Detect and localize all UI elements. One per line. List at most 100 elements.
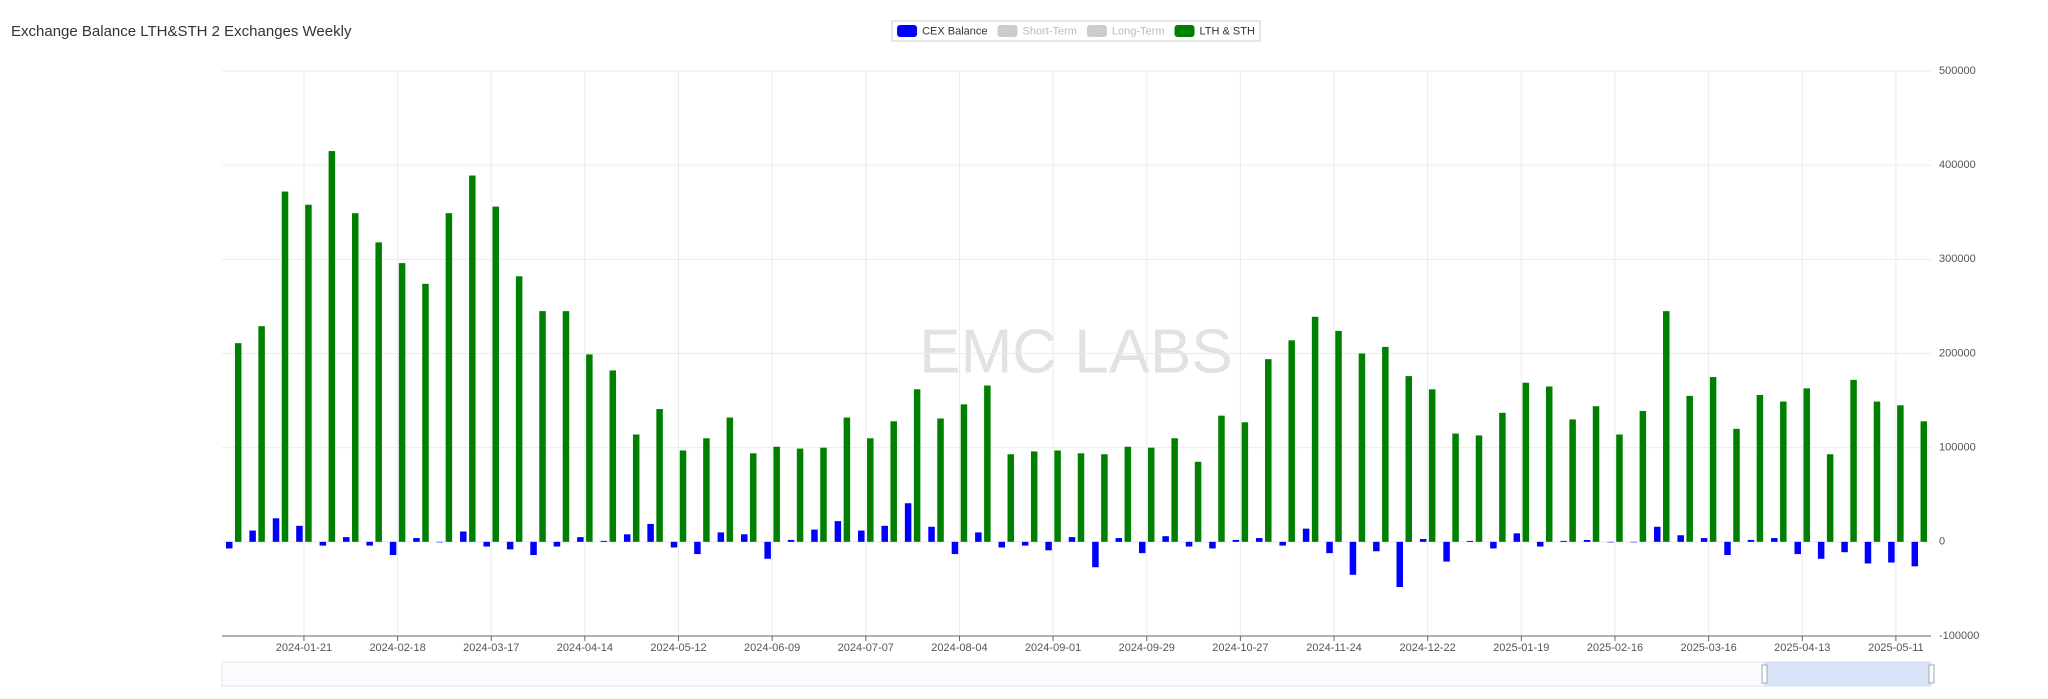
bar (679, 450, 687, 542)
x-tick-label: 2024-08-04 (931, 642, 987, 654)
y-tick-label: 400000 (1939, 159, 1976, 171)
bar (1162, 536, 1169, 542)
bar (1654, 526, 1661, 542)
y-tick-label: 100000 (1939, 442, 1976, 454)
legend-label: Short-Term (1023, 25, 1077, 37)
bar (225, 541, 233, 549)
x-tick-label: 2024-07-07 (838, 642, 894, 654)
bar (1349, 541, 1357, 575)
bar (413, 538, 420, 542)
x-tick-label: 2024-11-24 (1306, 642, 1361, 654)
bar (820, 447, 827, 542)
bar (249, 530, 256, 542)
bar (843, 417, 851, 542)
bar (1536, 541, 1544, 547)
bar (1443, 541, 1450, 562)
bar (1405, 376, 1413, 542)
bar (1054, 450, 1061, 542)
bar (1101, 454, 1108, 542)
bar (530, 541, 537, 556)
bar (1911, 541, 1919, 567)
x-tick-label: 2025-03-16 (1680, 642, 1736, 654)
zoom-handle[interactable] (1761, 664, 1768, 684)
bar (460, 531, 467, 542)
bar (796, 448, 804, 542)
bar (881, 525, 888, 542)
y-tick-label: 500000 (1939, 65, 1976, 77)
bar (656, 409, 663, 542)
bar (1920, 421, 1928, 542)
bar (1513, 533, 1521, 542)
bar (515, 276, 523, 542)
bar (343, 537, 350, 542)
x-tick-label: 2024-10-27 (1212, 642, 1268, 654)
bar (749, 453, 757, 542)
bar (960, 404, 968, 542)
legend-swatch (997, 25, 1018, 37)
bar (647, 523, 654, 542)
y-tick-label: -100000 (1939, 630, 1979, 642)
bar (1232, 539, 1240, 542)
legend-item[interactable]: CEX Balance (897, 25, 988, 37)
bar (694, 541, 701, 555)
bar (1256, 538, 1263, 542)
bar (703, 438, 710, 542)
bar (890, 421, 897, 542)
zoom-track[interactable] (221, 661, 1932, 687)
legend-swatch (1174, 25, 1195, 37)
bar (506, 541, 514, 550)
legend-item[interactable]: Short-Term (997, 25, 1077, 37)
bar (1124, 446, 1132, 542)
bar (623, 534, 631, 542)
legend: CEX Balance Short-Term Long-Term LTH & STH (897, 25, 1255, 37)
legend-item[interactable]: LTH & STH (1174, 25, 1255, 37)
bar (1826, 454, 1834, 542)
bar (1030, 451, 1038, 542)
bar (1115, 538, 1123, 542)
x-tick-label: 2024-02-18 (369, 642, 425, 654)
bar (811, 529, 818, 542)
x-tick-label: 2024-09-29 (1119, 642, 1175, 654)
legend-swatch (897, 25, 918, 37)
bar (1817, 541, 1825, 559)
bar (1545, 386, 1553, 542)
bar (1171, 438, 1178, 542)
x-tick-label: 2024-03-17 (463, 642, 519, 654)
bar (928, 526, 935, 542)
bar (1326, 541, 1333, 554)
bar (1733, 428, 1740, 542)
legend-label: Long-Term (1112, 25, 1165, 37)
bar (1335, 330, 1342, 542)
bar (1873, 401, 1881, 542)
data-zoom[interactable] (221, 661, 1935, 687)
zoom-handle[interactable] (1928, 664, 1935, 684)
bar (1021, 541, 1029, 546)
bar (562, 311, 570, 542)
bar (834, 521, 842, 542)
bar (600, 540, 608, 542)
x-tick-label: 2025-04-13 (1774, 642, 1830, 654)
bar (1700, 538, 1708, 542)
bar (1630, 541, 1638, 543)
bar (492, 206, 499, 542)
bar (858, 530, 865, 542)
bar (1583, 539, 1591, 542)
bar (1419, 539, 1427, 542)
bar (1185, 541, 1193, 547)
bar (1007, 454, 1015, 542)
bar (670, 541, 678, 548)
bar (305, 204, 312, 542)
bar (1616, 434, 1623, 542)
bar (937, 418, 944, 542)
legend-item[interactable]: Long-Term (1086, 25, 1165, 37)
bar (389, 541, 397, 556)
bar (1747, 539, 1755, 542)
bar (740, 534, 748, 542)
bar (445, 213, 453, 542)
bar (1607, 541, 1614, 543)
zoom-window[interactable] (1764, 662, 1931, 686)
bar (1803, 388, 1810, 542)
bar (1864, 541, 1872, 564)
bar (764, 541, 771, 559)
bar (1147, 447, 1155, 542)
